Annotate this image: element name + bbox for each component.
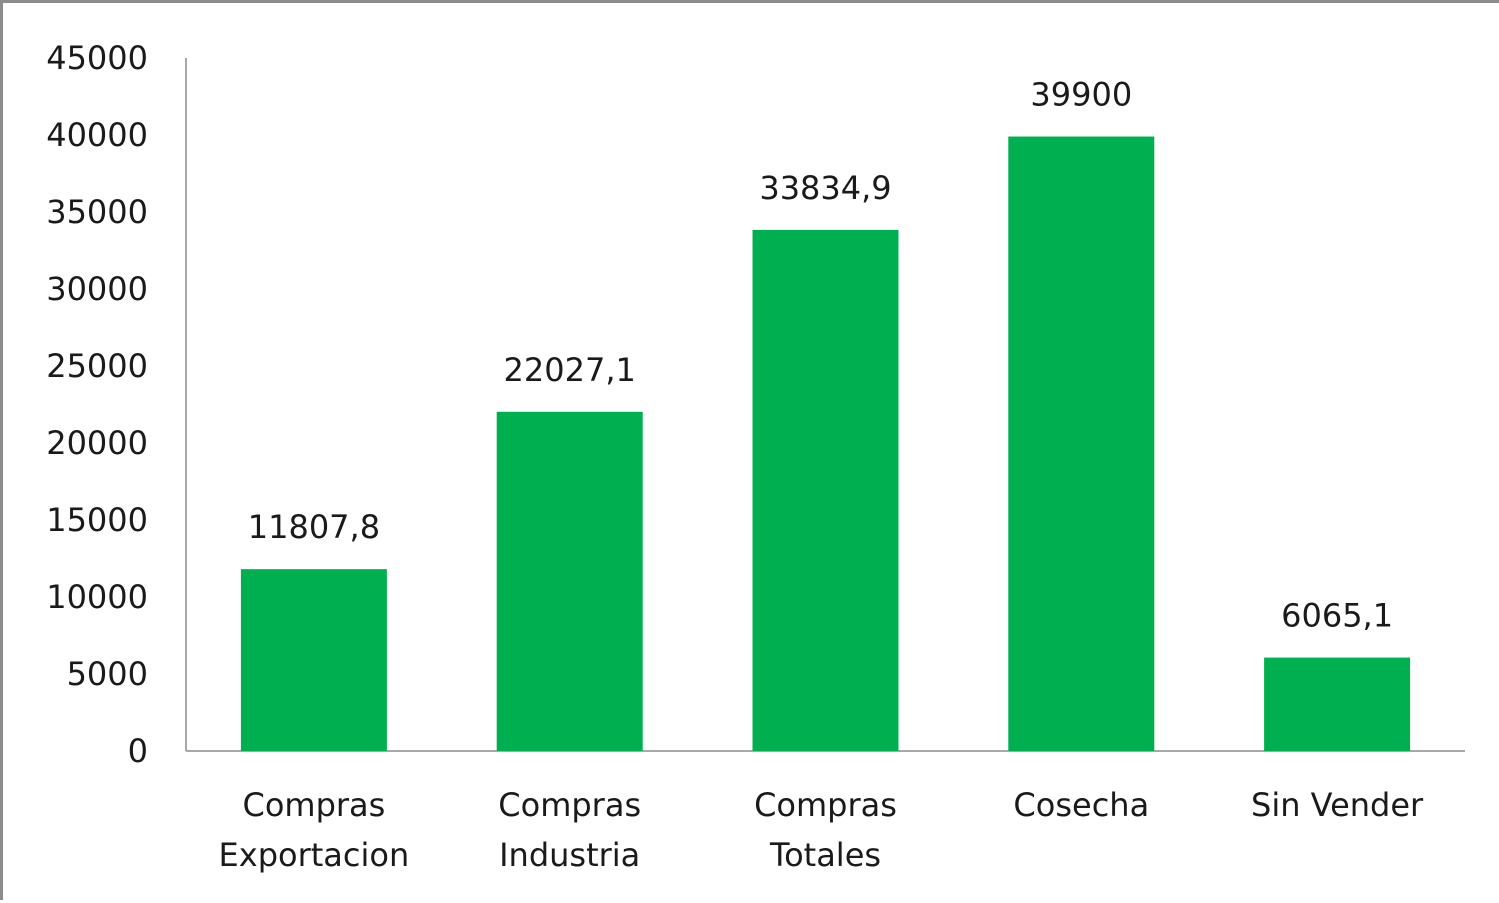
y-tick-label: 10000	[46, 578, 148, 616]
x-category-label: Exportacion	[219, 836, 410, 874]
y-tick-label: 0	[128, 732, 148, 770]
y-tick-label: 15000	[46, 501, 148, 539]
data-label: 6065,1	[1281, 597, 1393, 635]
y-tick-label: 30000	[46, 270, 148, 308]
bar	[1264, 657, 1411, 751]
data-label: 22027,1	[504, 351, 636, 389]
data-labels-group: 11807,8 22027,1 33834,9 39900 6065,1	[248, 76, 1393, 635]
data-label: 33834,9	[759, 169, 891, 207]
data-label: 39900	[1030, 76, 1132, 114]
y-tick-label: 40000	[46, 116, 148, 154]
y-tick-label: 45000	[46, 39, 148, 77]
x-category-label: Totales	[769, 836, 881, 874]
x-category-label: Cosecha	[1013, 786, 1149, 824]
x-category-label: Compras	[498, 786, 641, 824]
x-category-label: Sin Vender	[1251, 786, 1424, 824]
y-tick-label: 25000	[46, 347, 148, 385]
y-tick-label: 5000	[67, 655, 148, 693]
bar-chart: 0 5000 10000 15000 20000 25000 30000 35000 40000…	[46, 39, 1465, 874]
x-category-label: Compras	[242, 786, 385, 824]
x-category-label: Industria	[499, 836, 640, 874]
bar	[496, 411, 643, 751]
data-label: 11807,8	[248, 508, 380, 546]
y-tick-label: 20000	[46, 424, 148, 462]
bar	[240, 569, 387, 751]
y-axis-tick-labels: 0 5000 10000 15000 20000 25000 30000 35000 40000…	[46, 39, 148, 770]
bars-group	[240, 136, 1411, 752]
bar	[1008, 136, 1155, 752]
y-tick-label: 35000	[46, 193, 148, 231]
category-labels-group: Compras Exportacion Compras Industria Compra…	[219, 786, 1424, 874]
x-category-label: Compras	[754, 786, 897, 824]
bar	[752, 229, 899, 752]
